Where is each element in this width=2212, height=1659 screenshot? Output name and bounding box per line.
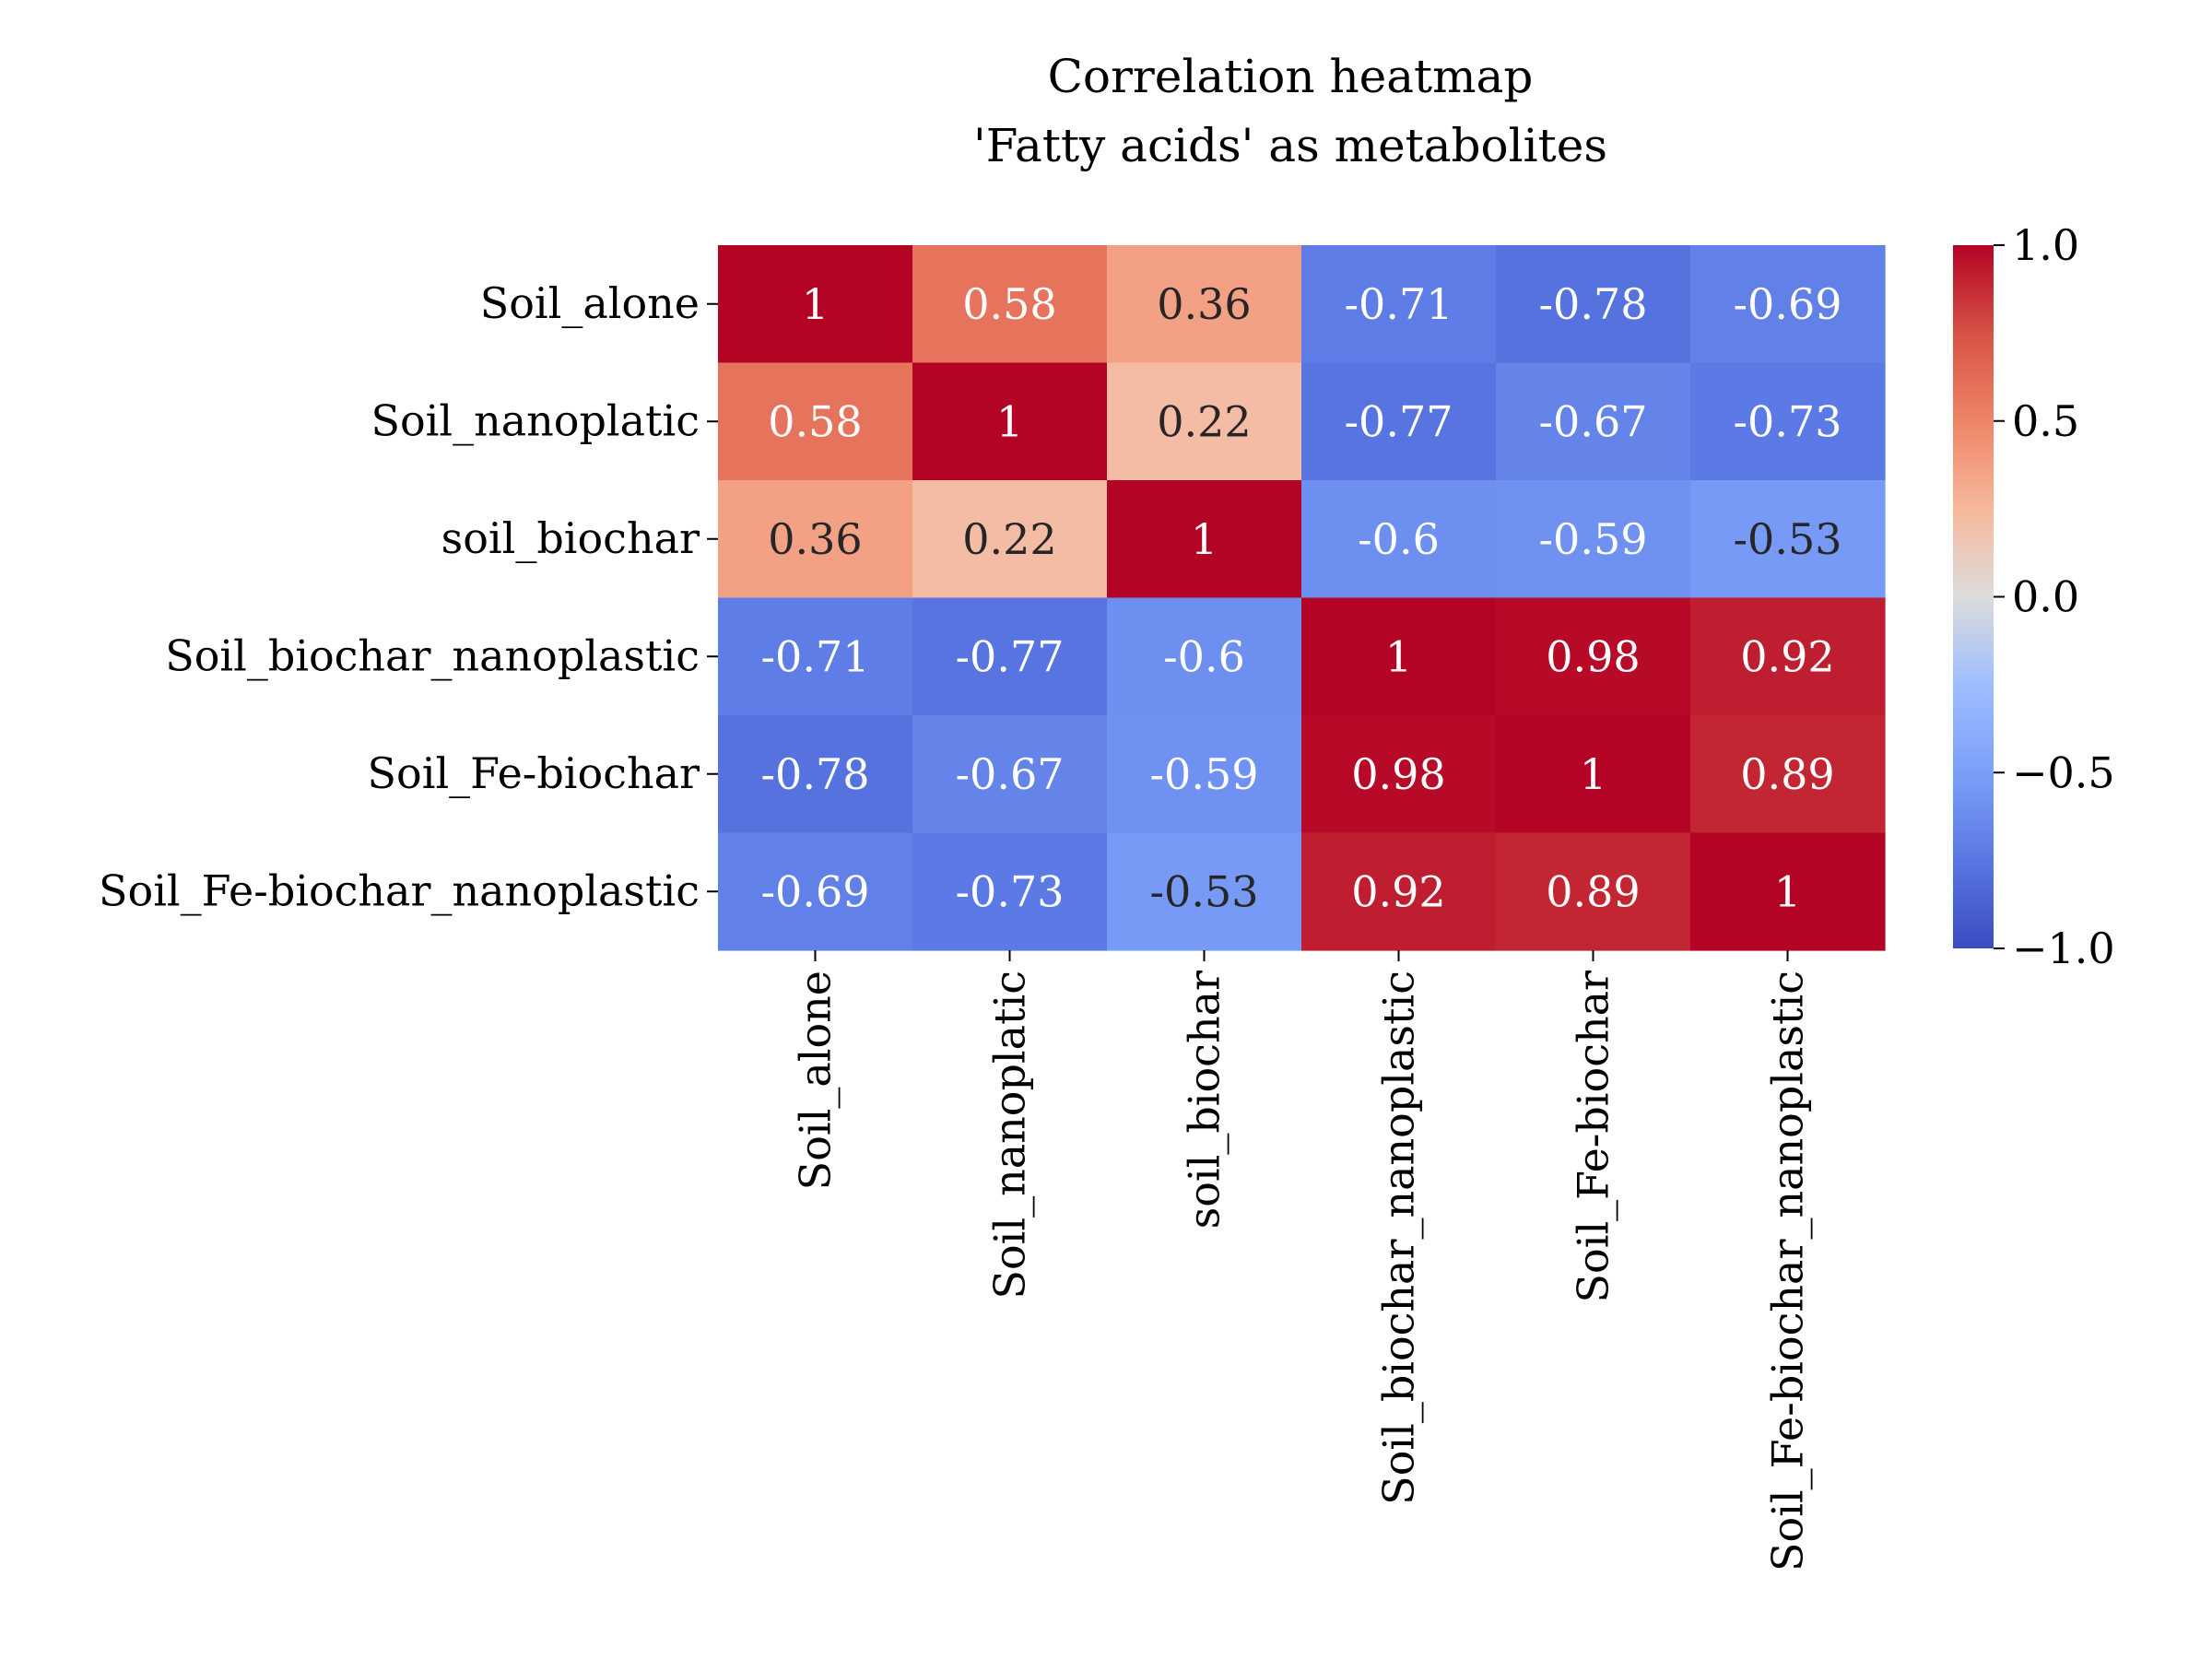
heatmap-cell <box>1107 715 1302 834</box>
heatmap-cell <box>1107 597 1302 716</box>
colorbar-tick-label: 0.5 <box>2012 396 2079 446</box>
cell-annotation: -0.77 <box>956 631 1065 681</box>
cell-annotation: 0.89 <box>1740 749 1834 799</box>
cell-annotation: -0.6 <box>1358 514 1440 564</box>
heatmap-cell <box>1107 480 1302 599</box>
cell-annotation: 1 <box>1191 514 1218 564</box>
heatmap-cell <box>718 597 913 716</box>
colorbar <box>1953 245 1994 948</box>
colorbar-tick-label: −1.0 <box>2012 924 2115 973</box>
heatmap-cell <box>1690 245 1886 364</box>
cell-annotation: 0.98 <box>1351 749 1445 799</box>
heatmap-cell <box>1107 362 1302 481</box>
y-tick-label: Soil_Fe-biochar_nanoplastic <box>99 865 700 915</box>
heatmap-cell <box>1301 597 1497 716</box>
heatmap-cell <box>1690 480 1886 599</box>
heatmap-cells <box>718 245 1886 951</box>
cell-annotation: 0.89 <box>1546 866 1640 916</box>
cell-annotation: 0.92 <box>1351 866 1445 916</box>
heatmap-cell <box>1690 362 1886 481</box>
colorbar-tick-label: 1.0 <box>2012 220 2079 270</box>
y-tick-label: Soil_Fe-biochar <box>368 748 700 798</box>
y-tick-label: Soil_alone <box>480 278 700 328</box>
x-axis: Soil_alone Soil_nanoplatic soil_biochar Soi… <box>791 950 1813 1571</box>
x-tick-label: Soil_Fe-biochar_nanoplastic <box>1763 971 1813 1571</box>
x-tick-label: Soil_Fe-biochar <box>1569 971 1618 1302</box>
heatmap-cell <box>718 715 913 834</box>
heatmap-cell <box>1496 362 1691 481</box>
cell-annotation: 1 <box>1385 631 1412 681</box>
heatmap-cell <box>1690 597 1886 716</box>
heatmap-cell <box>912 480 1108 599</box>
cell-annotation: 0.36 <box>768 514 862 564</box>
heatmap-cell <box>1107 245 1302 364</box>
cell-annotation: 1 <box>1774 866 1801 916</box>
heatmap-cell <box>1301 715 1497 834</box>
heatmap-cell <box>1690 715 1886 834</box>
heatmap-cell <box>718 362 913 481</box>
heatmap-cell <box>1690 832 1886 951</box>
heatmap-cell <box>718 245 913 364</box>
cell-annotation: 0.92 <box>1740 631 1834 681</box>
x-tick-label: Soil_biochar_nanoplastic <box>1374 971 1424 1505</box>
cell-annotation: -0.59 <box>1150 749 1259 799</box>
heatmap-cell <box>1301 832 1497 951</box>
cell-annotation: 0.58 <box>768 396 862 446</box>
cell-annotation: -0.73 <box>1734 396 1842 446</box>
heatmap-cell <box>912 362 1108 481</box>
chart-title-line-1: Correlation heatmap <box>1048 50 1534 103</box>
y-tick-label: Soil_biochar_nanoplastic <box>165 630 700 680</box>
heatmap-cell <box>912 832 1108 951</box>
colorbar-tick-label: 0.0 <box>2012 572 2079 622</box>
colorbar-tick-label: −0.5 <box>2012 747 2115 797</box>
cell-annotation: -0.69 <box>1734 279 1842 329</box>
cell-annotation: -0.6 <box>1163 631 1245 681</box>
heatmap-cell <box>1301 245 1497 364</box>
cell-annotation: -0.59 <box>1539 514 1648 564</box>
heatmap-cell <box>1301 362 1497 481</box>
heatmap-cell <box>912 245 1108 364</box>
heatmap-annotations: 1 0.58 0.36 -0.71 -0.78 -0.69 0.58 1 0.22 -0.77 -0… <box>761 279 1842 917</box>
heatmap-cell <box>718 832 913 951</box>
cell-annotation: -0.67 <box>956 749 1065 799</box>
y-axis: Soil_alone Soil_nanoplatic soil_biochar Soi… <box>99 278 718 915</box>
cell-annotation: -0.78 <box>1539 279 1648 329</box>
cell-annotation: 0.22 <box>962 514 1056 564</box>
heatmap-cell <box>1496 597 1691 716</box>
cell-annotation: -0.71 <box>761 631 870 681</box>
heatmap-cell <box>718 480 913 599</box>
cell-annotation: 0.22 <box>1157 396 1251 446</box>
cell-annotation: 1 <box>1580 749 1606 799</box>
cell-annotation: 0.58 <box>962 279 1056 329</box>
y-tick-label: soil_biochar <box>441 513 700 563</box>
heatmap-cell <box>1301 480 1497 599</box>
cell-annotation: -0.53 <box>1150 866 1259 916</box>
cell-annotation: 1 <box>996 396 1023 446</box>
cell-annotation: 1 <box>802 279 829 329</box>
cell-annotation: -0.71 <box>1345 279 1453 329</box>
heatmap-cell <box>1496 480 1691 599</box>
cell-annotation: -0.69 <box>761 866 870 916</box>
cell-annotation: -0.67 <box>1539 396 1648 446</box>
heatmap-cell <box>1496 832 1691 951</box>
cell-annotation: -0.73 <box>956 866 1065 916</box>
heatmap-cell <box>1107 832 1302 951</box>
heatmap-cell <box>912 715 1108 834</box>
heatmap-cell <box>1496 715 1691 834</box>
cell-annotation: -0.78 <box>761 749 870 799</box>
chart-title-line-2: 'Fatty acids' as metabolites <box>973 119 1607 172</box>
x-tick-label: soil_biochar <box>1180 971 1230 1229</box>
heatmap-cell <box>912 597 1108 716</box>
colorbar-ticks: 1.0 0.5 0.0 −0.5 −1.0 <box>1994 220 2115 973</box>
heatmap-cell <box>1496 245 1691 364</box>
x-tick-label: Soil_alone <box>791 971 841 1190</box>
y-tick-label: Soil_nanoplatic <box>371 395 700 445</box>
cell-annotation: 0.36 <box>1157 279 1251 329</box>
cell-annotation: 0.98 <box>1546 631 1640 681</box>
x-tick-label: Soil_nanoplatic <box>985 971 1035 1300</box>
cell-annotation: -0.53 <box>1734 514 1842 564</box>
cell-annotation: -0.77 <box>1345 396 1453 446</box>
